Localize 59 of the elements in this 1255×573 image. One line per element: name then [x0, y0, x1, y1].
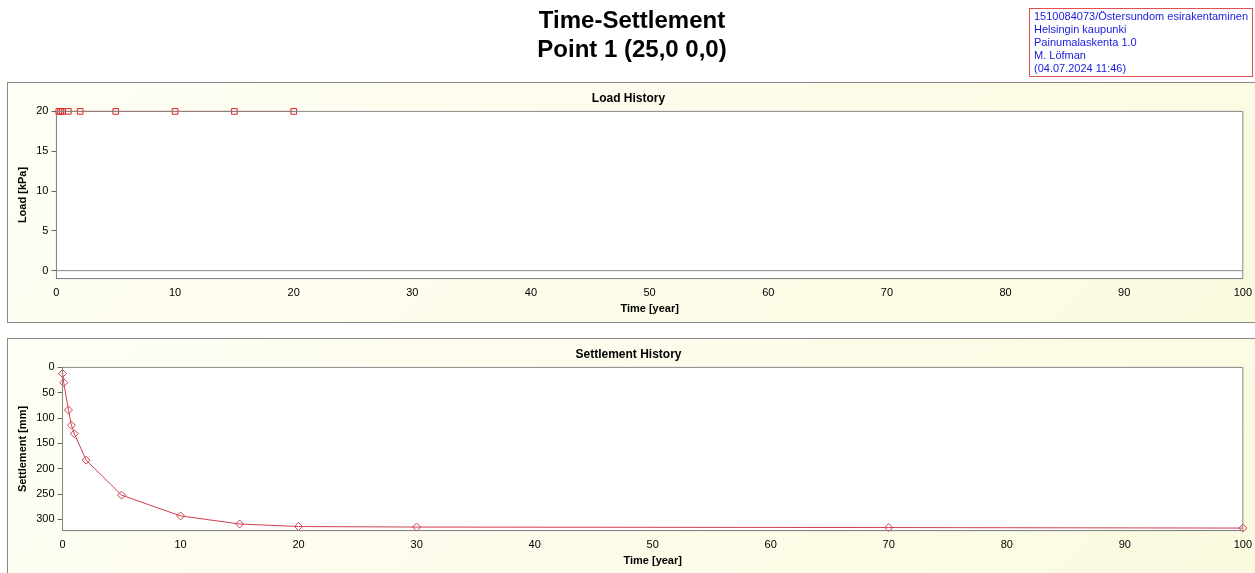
- x-tick-label: 10: [168, 286, 182, 299]
- text: Painumalaskenta 1.0: [1034, 36, 1138, 49]
- y-tick-label: 0: [48, 360, 55, 373]
- x-axis-title: Time [year]: [623, 554, 683, 567]
- y-tick-label: 250: [36, 487, 55, 500]
- text: Helsingin kaupunki: [1034, 23, 1128, 36]
- y-tick-label: 20: [36, 104, 49, 117]
- x-tick-label: 70: [880, 286, 894, 299]
- x-tick-label: 90: [1118, 286, 1131, 299]
- x-axis-title: Time [year]: [620, 302, 680, 315]
- text: Time-Settlement: [537, 5, 727, 34]
- y-axis-title: Settlement [mm]: [15, 405, 28, 493]
- point: [69, 429, 79, 439]
- x-tick-label: 100: [1233, 538, 1252, 551]
- x-tick-label: 90: [1118, 538, 1131, 551]
- point: [81, 455, 91, 465]
- x-tick-label: 10: [174, 538, 187, 551]
- point: [59, 378, 69, 388]
- point: [235, 519, 245, 529]
- x-tick-label: 30: [410, 538, 423, 551]
- x-tick-label: 20: [292, 538, 305, 551]
- x-tick-label: 0: [59, 538, 66, 551]
- point: [58, 368, 68, 378]
- x-tick-label: 50: [643, 286, 656, 299]
- point: [63, 405, 73, 415]
- point: [294, 522, 304, 532]
- text: (04.07.2024 11:46): [1034, 62, 1128, 75]
- x-tick-label: 30: [406, 286, 419, 299]
- y-tick-label: 15: [36, 144, 49, 157]
- x-tick-label: 20: [287, 286, 300, 299]
- point: [117, 490, 127, 500]
- x-tick-label: 80: [1000, 538, 1013, 551]
- y-tick-label: 5: [42, 223, 49, 236]
- x-tick-label: 70: [882, 538, 895, 551]
- y-tick-label: 100: [36, 411, 55, 424]
- point: [412, 522, 422, 532]
- x-tick-label: 60: [764, 538, 777, 551]
- y-tick-label: 200: [36, 461, 55, 474]
- x-tick-label: 60: [762, 286, 775, 299]
- y-axis-title: Load [kPa]: [15, 166, 28, 224]
- point: [66, 420, 76, 430]
- y-tick-label: 50: [42, 385, 55, 398]
- point: [176, 511, 186, 521]
- text: Point 1 (25,0 0,0): [536, 34, 728, 63]
- text: 1510084073/Östersundom esirakentaminen: [1034, 10, 1249, 23]
- y-tick-label: 150: [36, 436, 55, 449]
- y-tick-label: 0: [42, 263, 49, 276]
- chart-title: Load History: [591, 90, 666, 105]
- y-tick-label: 300: [36, 512, 55, 525]
- y-tick-label: 10: [36, 184, 49, 197]
- point: [884, 523, 894, 533]
- x-tick-label: 100: [1233, 286, 1252, 299]
- point: [1238, 523, 1248, 533]
- x-tick-label: 40: [524, 286, 538, 299]
- x-tick-label: 50: [646, 538, 659, 551]
- text: M. Löfman: [1034, 49, 1087, 62]
- chart-title: Settlement History: [575, 346, 682, 361]
- x-tick-label: 40: [528, 538, 541, 551]
- x-tick-label: 80: [999, 286, 1012, 299]
